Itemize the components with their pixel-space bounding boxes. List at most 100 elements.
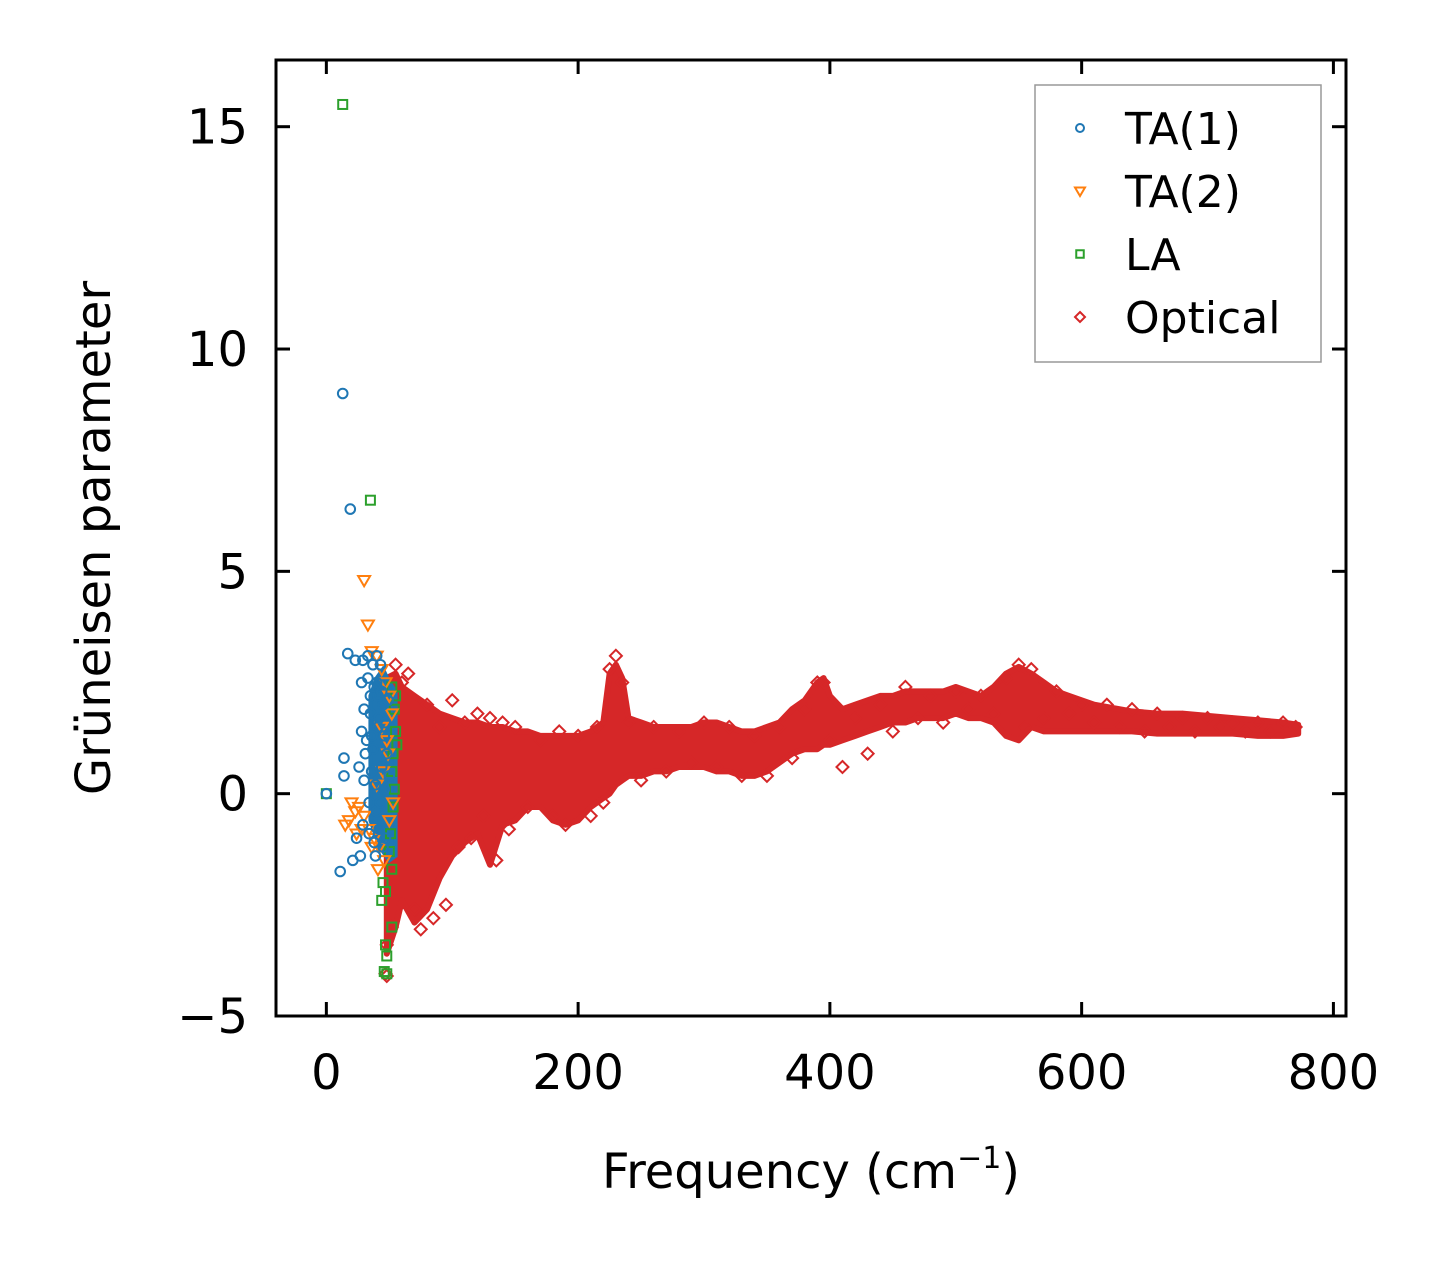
series-la [320,98,403,980]
data-point [413,921,429,937]
data-point [772,719,787,735]
data-point [383,770,396,782]
data-point [362,672,374,684]
data-point [376,894,388,906]
data-point [379,716,392,729]
data-point [320,787,333,800]
data-point [570,728,586,744]
data-point [948,683,964,699]
data-point [545,808,561,824]
legend-label: LA [1125,230,1181,281]
data-point [336,387,349,400]
data-point [463,830,479,846]
data-point [1237,724,1253,739]
data-point [358,774,370,787]
x-axis-ticks: 0 200 400 600 800 [311,60,1379,1101]
data-point [381,968,393,980]
data-point [386,863,398,875]
y-tick-label: 10 [187,322,248,378]
data-point [1250,715,1266,730]
data-point [1212,719,1228,735]
data-point [488,852,504,868]
data-point [520,799,536,815]
data-point [860,746,876,762]
data-point [633,772,649,788]
x-tick-label: 0 [311,1045,342,1101]
data-point [432,719,448,735]
x-tick-label: 600 [1036,1045,1128,1101]
data-point [872,697,888,713]
data-point [355,725,368,738]
x-tick-label: 200 [532,1045,624,1101]
data-point [621,715,636,730]
legend-marker [1075,123,1085,133]
data-point [386,921,398,933]
legend-marker [1073,310,1087,324]
data-point [683,755,699,770]
data-point [696,715,712,730]
data-point [721,719,737,735]
y-tick-label: 5 [217,544,248,600]
data-point [973,688,989,704]
data-point [375,761,388,773]
data-point [374,796,387,809]
data-point [1074,697,1090,713]
data-point [809,675,825,690]
data-point [337,98,349,110]
data-point [378,783,391,796]
data-point [595,795,611,810]
data-point [375,685,388,698]
data-point [998,670,1014,686]
data-point [1149,706,1165,722]
data-point [377,841,389,853]
data-point [1200,710,1215,726]
data-point [1275,715,1291,730]
data-point [1162,719,1178,735]
x-tick-label: 400 [784,1045,876,1101]
data-point [784,750,800,766]
data-point [388,657,404,673]
data-point [910,710,926,726]
data-point [1049,683,1064,699]
data-point [1263,724,1278,739]
data-point [346,854,359,867]
data-point [709,759,725,775]
data-points [320,98,1304,984]
data-point [835,759,850,775]
data-point [356,575,372,589]
data-point [551,724,567,739]
data-point [589,719,605,735]
data-point [1023,661,1039,677]
data-point [338,770,350,782]
data-point [385,797,401,811]
data-point [438,897,454,913]
data-point [364,494,376,506]
y-axis-ticks: −5 0 5 10 15 [177,100,1346,1045]
data-point [334,865,347,878]
data-point [1011,657,1027,673]
data-point [353,761,365,773]
data-point [1288,719,1304,735]
legend: TA(1) TA(2) LA Optical [1034,84,1322,363]
data-point [350,832,363,844]
data-point [646,719,662,735]
y-axis-label: Grüneisen parameter [66,281,122,796]
data-point [816,675,832,690]
data-point [501,821,517,837]
data-point [1174,710,1190,726]
data-point [960,701,976,717]
data-point [608,648,624,664]
data-point [381,815,398,829]
legend-entry: TA(1) [1075,104,1241,155]
data-point [444,692,460,708]
data-point [759,768,775,784]
data-point [369,778,382,791]
data-point [407,901,422,917]
data-point [363,827,375,840]
data-point [394,675,410,690]
data-point [671,724,687,739]
data-point [368,836,380,849]
data-point [583,808,599,824]
data-point [1086,715,1102,730]
